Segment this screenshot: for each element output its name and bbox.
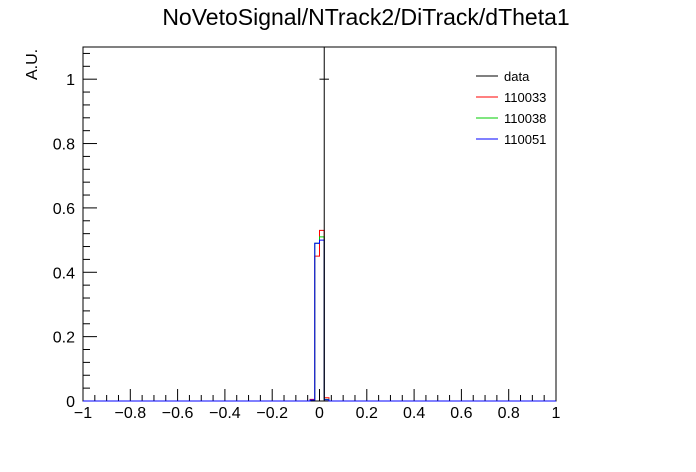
x-tick-label: 0.2 [356, 405, 378, 422]
legend: data 110033 110038 110051 [476, 69, 546, 147]
legend-label: 110033 [504, 90, 546, 105]
legend-label: 110038 [504, 111, 546, 126]
legend-label: data [504, 69, 530, 84]
x-tick-label: −1 [74, 405, 92, 422]
series-110051-line [83, 239, 556, 402]
x-tick-label: 1 [552, 405, 561, 422]
plot-border [82, 46, 557, 402]
x-axis-ticks: −1 −0.8 −0.6 −0.4 −0.2 0 0.2 0.4 0.6 0.8 1 [74, 389, 561, 422]
x-tick-label: 0.4 [403, 405, 425, 422]
y-tick-label: 0.6 [53, 201, 75, 218]
legend-label: 110051 [504, 132, 546, 147]
x-tick-label: 0.6 [450, 405, 472, 422]
y-tick-label: 0 [66, 394, 75, 411]
x-tick-label: −0.2 [256, 405, 288, 422]
x-tick-label: −0.4 [209, 405, 241, 422]
series-group [83, 47, 556, 402]
chart-title: NoVetoSignal/NTrack2/DiTrack/dTheta1 [162, 4, 570, 30]
y-axis-ticks: 0 0.2 0.4 0.6 0.8 1 [53, 52, 97, 411]
x-tick-label: −0.6 [162, 405, 194, 422]
y-tick-label: 0.8 [53, 137, 75, 154]
x-tick-label: −0.8 [115, 405, 147, 422]
x-tick-label: 0 [315, 405, 324, 422]
plot-frame [82, 46, 557, 402]
x-tick-label: 0.8 [498, 405, 520, 422]
y-tick-label: 0.4 [53, 265, 75, 282]
series-110038-line [83, 236, 556, 402]
series-110033-line [83, 229, 556, 402]
y-tick-label: 1 [66, 72, 75, 89]
y-tick-label: 0.2 [53, 330, 75, 347]
